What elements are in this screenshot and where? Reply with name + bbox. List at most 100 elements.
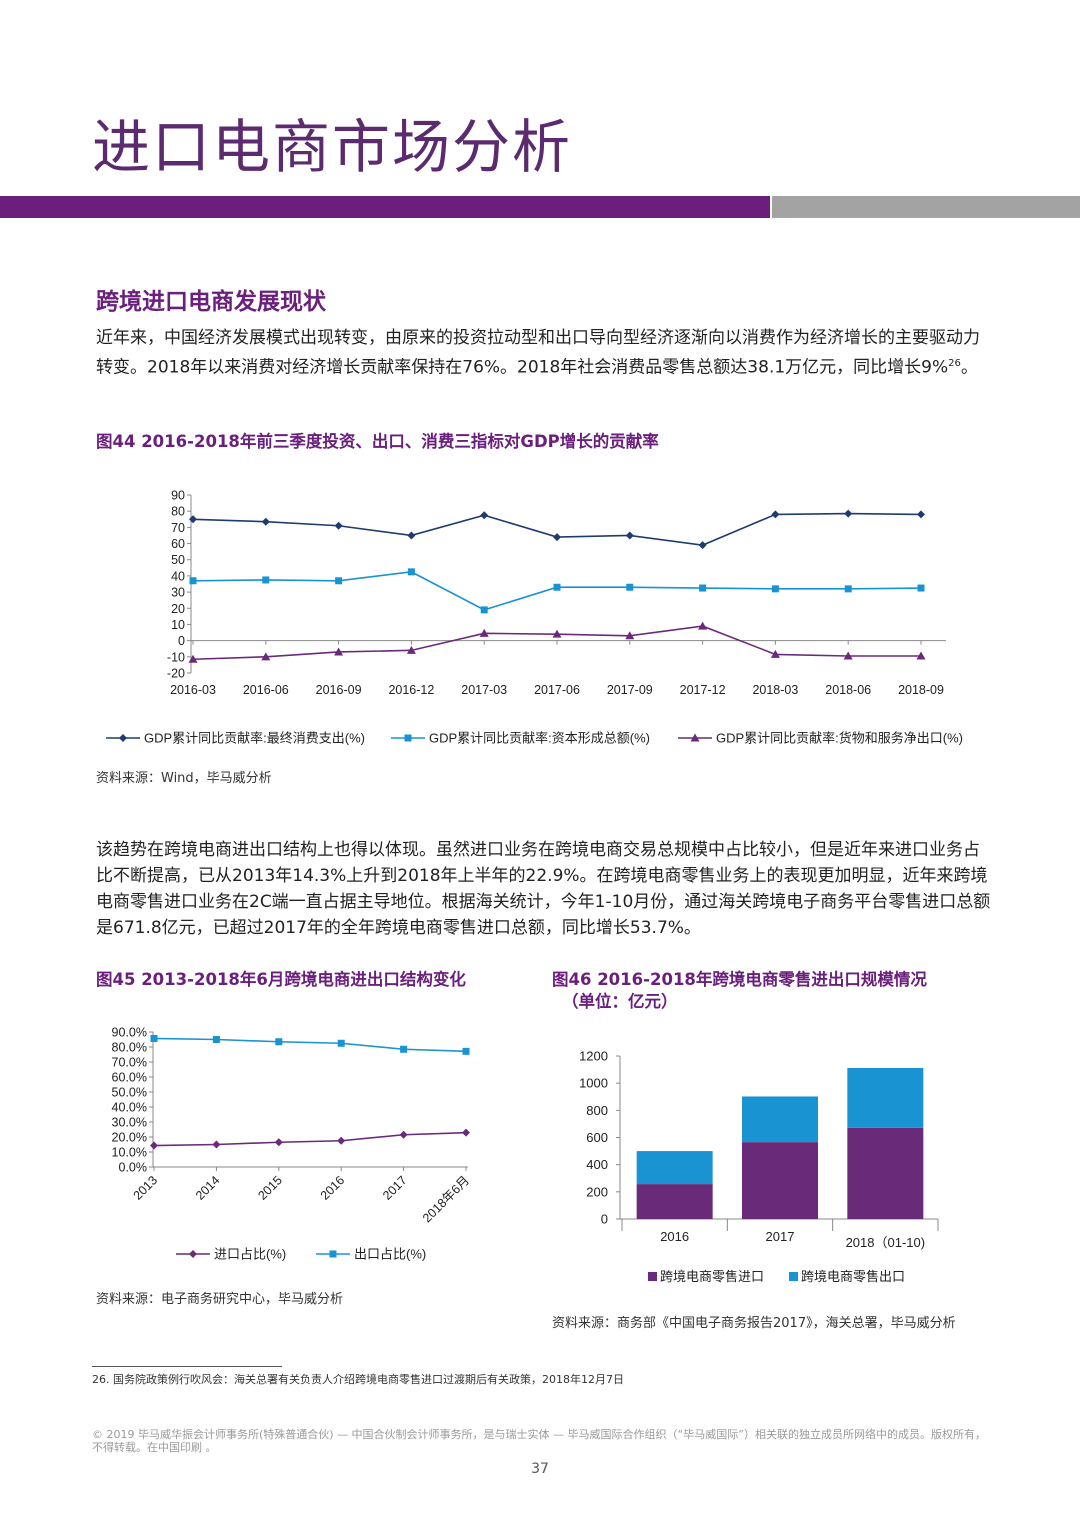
x-tick-label: 2017 (380, 1173, 410, 1203)
y-tick-label: 80 (171, 505, 185, 519)
y-tick-label: -20 (167, 667, 185, 681)
series-line-0 (153, 1131, 467, 1147)
series-line-1 (153, 1037, 467, 1053)
legend-label-0: GDP累计同比贡献率:最终消费支出(%) (144, 731, 365, 746)
paragraph-1-end: 。 (960, 357, 978, 378)
legend-marker-0 (189, 1250, 197, 1258)
x-tick-label: 2018-06 (825, 683, 871, 697)
fig46-title: 图46 2016-2018年跨境电商零售进出口规模情况 (552, 970, 927, 989)
legend-swatch-1 (789, 1272, 798, 1281)
data-point-s2 (261, 652, 271, 661)
data-point-s0 (698, 541, 707, 550)
x-tick-label: 2018-09 (898, 683, 944, 697)
y-tick-label: 40 (171, 569, 185, 583)
y-tick-label: 0 (178, 634, 185, 648)
data-point-s1 (335, 577, 343, 585)
data-point-s0 (150, 1141, 158, 1150)
header-bar-grey (772, 196, 1080, 218)
data-point-s1 (189, 577, 197, 585)
legend-marker-1 (329, 1250, 337, 1258)
x-tick-label: 2016 (660, 1229, 689, 1244)
y-tick-label: 200 (586, 1184, 608, 1199)
footnote: 26. 国务院政策例行吹风会：海关总署有关负责人介绍跨境电商零售进口过渡期后有关… (92, 1373, 624, 1386)
fig46-chart: 1200 1000 800 600 400 200 0 2016 2017 2018（01-10)… (579, 1049, 939, 1284)
series-line-1 (192, 571, 922, 611)
y-tick-label: 10.0% (112, 1146, 147, 1160)
x-tick-label: 2016-06 (243, 683, 289, 697)
data-point-s1 (480, 606, 488, 614)
data-point-s0 (261, 517, 270, 526)
y-tick-label: 40.0% (112, 1101, 147, 1115)
x-tick-label: 2017-12 (680, 683, 726, 697)
data-point-s0 (337, 1136, 346, 1145)
data-point-s0 (462, 1128, 470, 1137)
data-point-s2 (479, 628, 489, 637)
legend-marker-0 (119, 734, 127, 742)
legend-marker-2 (690, 733, 700, 742)
x-tick-label: 2017-09 (607, 683, 653, 697)
y-tick-label: 80.0% (112, 1041, 147, 1055)
header-bar-purple (0, 196, 770, 218)
fig45-source: 资料来源：电子商务研究中心，毕马威分析 (96, 1292, 344, 1307)
data-point-s0 (553, 533, 561, 542)
y-tick-label: 60 (171, 537, 185, 551)
data-point-s1 (626, 583, 634, 591)
data-point-s1 (275, 1038, 283, 1046)
data-point-s1 (771, 585, 779, 593)
data-point-s1 (917, 584, 925, 592)
data-point-s1 (262, 576, 270, 584)
y-tick-label: -10 (167, 650, 185, 664)
x-tick-label: 2015 (255, 1173, 285, 1203)
y-tick-label: 1200 (579, 1049, 608, 1064)
legend-marker-1 (404, 734, 412, 742)
data-point-s0 (407, 531, 416, 540)
y-tick-label: 20 (171, 602, 185, 616)
bar-segment-s1 (742, 1096, 818, 1143)
data-point-s0 (189, 515, 197, 524)
y-tick-label: 20.0% (112, 1131, 147, 1145)
legend-label-1: 跨境电商零售出口 (801, 1269, 905, 1284)
legend-swatch-0 (648, 1272, 657, 1281)
y-tick-label: 30 (171, 586, 185, 600)
y-tick-label: 0.0% (119, 1161, 148, 1175)
data-point-s0 (399, 1130, 408, 1139)
bar-segment-s1 (847, 1067, 924, 1128)
footnote-rule (92, 1366, 282, 1367)
footnote-ref[interactable]: 26 (948, 358, 961, 369)
data-point-s0 (771, 510, 780, 519)
fig44-chart: 90 80 70 60 50 40 30 20 10 0 -10 -20 2016-03 2016-06 2… (106, 489, 963, 746)
data-point-s1 (337, 1039, 345, 1047)
y-tick-label: 0 (601, 1212, 608, 1227)
fig44-source: 资料来源：Wind，毕马威分析 (96, 771, 272, 786)
data-point-s0 (480, 511, 489, 520)
x-tick-label: 2016 (318, 1173, 348, 1203)
page-number: 37 (531, 1461, 549, 1477)
x-tick-label: 2017-06 (534, 683, 580, 697)
x-tick-label: 2014 (193, 1173, 223, 1203)
paragraph-1-text: 近年来，中国经济发展模式出现转变，由原来的投资拉动型和出口导向型经济逐渐向以消费… (96, 328, 980, 378)
data-point-s2 (916, 651, 926, 660)
data-point-s1 (212, 1036, 220, 1043)
data-point-s0 (625, 531, 634, 540)
data-point-s1 (553, 583, 561, 591)
bar-segment-s0 (636, 1184, 713, 1219)
x-tick-label: 2018（01-10) (846, 1235, 926, 1250)
legend-label-1: GDP累计同比贡献率:资本形成总额(%) (429, 731, 650, 746)
y-tick-label: 50 (171, 553, 185, 567)
y-tick-label: 60.0% (112, 1071, 147, 1085)
y-tick-label: 400 (586, 1157, 608, 1172)
data-point-s2 (625, 631, 635, 640)
data-point-s2 (552, 629, 562, 638)
data-point-s1 (407, 568, 415, 576)
data-point-s0 (212, 1140, 221, 1149)
fig46-subtitle: （单位：亿元） (562, 992, 678, 1011)
data-point-s0 (917, 510, 925, 519)
data-point-s1 (462, 1047, 470, 1055)
data-point-s0 (274, 1138, 283, 1147)
y-tick-label: 50.0% (112, 1086, 147, 1100)
data-point-s1 (150, 1034, 158, 1042)
data-point-s1 (699, 584, 707, 592)
y-tick-label: 70 (171, 521, 185, 535)
page-title: 进口电商市场分析 (92, 113, 573, 181)
footer-copyright: © 2019 毕马威华振会计师事务所(特殊普通合伙) — 中国合伙制会计师事务所… (92, 1428, 986, 1454)
